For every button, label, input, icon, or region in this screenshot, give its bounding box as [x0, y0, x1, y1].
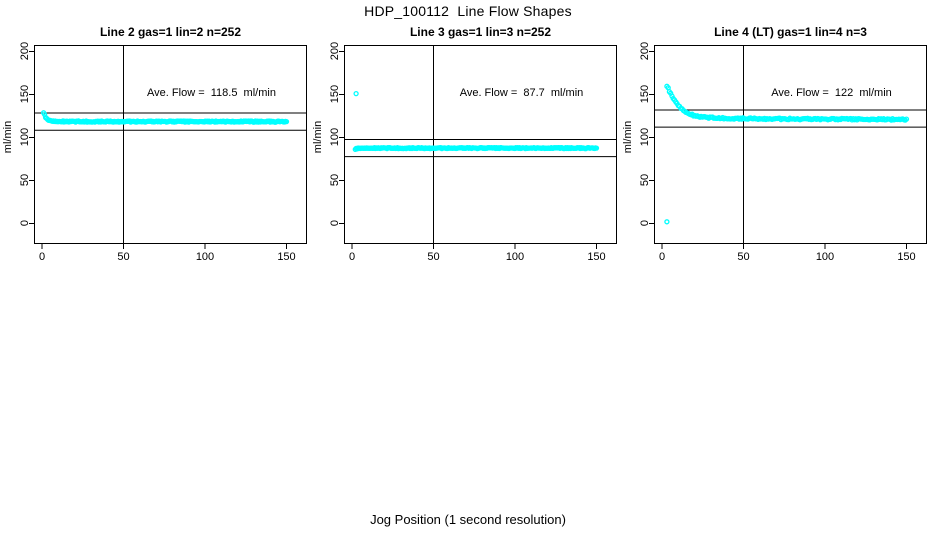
- y-tick-label: 100: [639, 127, 651, 147]
- y-tick-label: 50: [639, 173, 651, 187]
- plot-area: [339, 44, 617, 249]
- x-tick-label: 100: [195, 250, 215, 263]
- plot-area: [29, 44, 307, 249]
- y-tick-label: 150: [639, 84, 651, 104]
- panel-title: Line 2 gas=1 lin=2 n=252: [99, 25, 242, 39]
- y-tick-label: 150: [19, 84, 31, 104]
- plot-area: [649, 44, 927, 249]
- x-tick-label: 150: [897, 250, 916, 263]
- scatter-points: [352, 90, 600, 152]
- x-tick-label: 0: [38, 250, 46, 263]
- axis-ticks: [649, 50, 907, 249]
- ave-flow-annotation: Ave. Flow = 122 ml/min: [771, 87, 892, 99]
- y-tick-label: 0: [19, 219, 31, 227]
- y-axis-label: ml/min: [311, 120, 324, 154]
- x-tick-label: 100: [815, 250, 835, 263]
- ave-flow-annotation: Ave. Flow = 87.7 ml/min: [459, 87, 584, 99]
- y-tick-label: 50: [19, 173, 31, 187]
- y-axis-label: ml/min: [1, 120, 14, 154]
- y-tick-label: 100: [19, 127, 31, 147]
- axis-ticks: [339, 50, 597, 249]
- scatter-points: [664, 83, 910, 224]
- panel-title: Line 4 (LT) gas=1 lin=4 n=3: [714, 25, 867, 39]
- ave-flow-annotation: Ave. Flow = 118.5 ml/min: [147, 87, 276, 99]
- axis-ticks: [29, 50, 287, 249]
- x-tick-label: 150: [277, 250, 296, 263]
- y-tick-label: 100: [329, 127, 341, 147]
- x-tick-label: 150: [587, 250, 606, 263]
- outlier-point: [664, 218, 670, 224]
- x-tick-label: 0: [348, 250, 356, 263]
- y-tick-label: 0: [639, 219, 651, 227]
- y-axis-label: ml/min: [621, 120, 634, 154]
- plot-box: [34, 44, 307, 244]
- y-tick-label: 200: [329, 41, 341, 61]
- x-tick-label: 50: [117, 250, 130, 263]
- x-tick-label: 50: [737, 250, 750, 263]
- plot-box: [344, 44, 617, 244]
- y-tick-label: 0: [329, 219, 341, 227]
- y-tick-label: 200: [639, 41, 651, 61]
- outlier-point: [353, 90, 359, 96]
- x-tick-label: 0: [658, 250, 666, 263]
- y-tick-label: 200: [19, 41, 31, 61]
- x-tick-label: 50: [427, 250, 440, 263]
- y-tick-label: 150: [329, 84, 341, 104]
- scatter-points: [40, 109, 290, 125]
- y-tick-label: 50: [329, 173, 341, 187]
- figure-title: HDP_100112 Line Flow Shapes: [364, 3, 572, 19]
- plot-box: [654, 44, 927, 244]
- x-axis-label: Jog Position (1 second resolution): [370, 512, 566, 527]
- panel-title: Line 3 gas=1 lin=3 n=252: [409, 25, 552, 39]
- x-tick-label: 100: [505, 250, 525, 263]
